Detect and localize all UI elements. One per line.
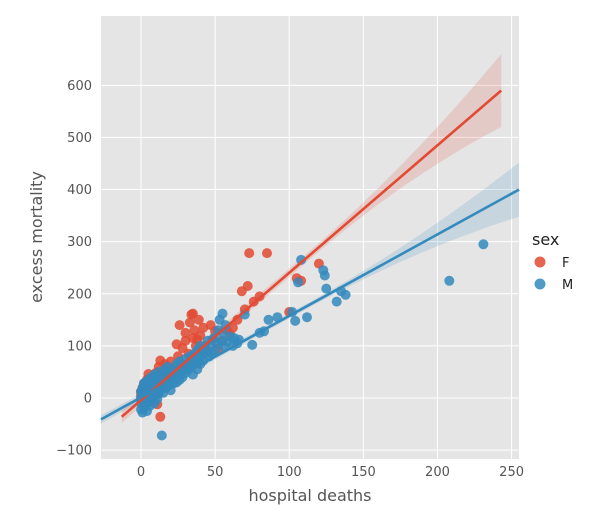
data-point-m (302, 312, 312, 323)
data-point-m (217, 308, 228, 319)
data-point-f (195, 330, 206, 341)
legend-label-f: F (562, 256, 569, 271)
legend-marker-m (534, 278, 546, 290)
data-point-f (244, 248, 255, 259)
data-point-m (331, 296, 342, 307)
y-tick-label: 300 (67, 235, 92, 250)
data-point-f (232, 314, 243, 325)
regression-lines (100, 89, 520, 421)
y-tick-label: 200 (67, 287, 92, 302)
x-tick-label: 50 (207, 465, 224, 480)
data-point-f (242, 281, 253, 291)
legend-title: sex (532, 230, 559, 249)
y-tick-label: 600 (67, 79, 92, 94)
data-point-m (290, 315, 301, 326)
regression-line-f (120, 89, 503, 418)
y-tick-label: 0 (84, 392, 92, 407)
data-point-f (193, 314, 204, 325)
data-point-f (187, 308, 198, 319)
data-point-m (478, 239, 489, 250)
data-point-m (220, 320, 231, 331)
data-point-m (340, 289, 351, 300)
data-point-m (319, 270, 330, 281)
y-axis-title: excess mortality (27, 171, 46, 303)
data-point-f (174, 320, 185, 331)
data-point-m (263, 314, 274, 325)
data-point-m (217, 327, 228, 338)
x-tick-label: 200 (425, 465, 450, 480)
data-point-m (296, 254, 307, 265)
data-point-m (444, 275, 455, 286)
y-tick-label: 100 (67, 339, 92, 354)
data-point-m (156, 430, 167, 441)
tick-labels: 0 50 100 150 200 250 −100 0 100 200 300 400 500 600 (56, 79, 524, 480)
x-tick-label: 250 (499, 465, 524, 480)
x-tick-label: 100 (277, 465, 302, 480)
data-point-m (293, 277, 304, 288)
y-tick-label: 500 (67, 131, 92, 146)
x-tick-label: 0 (137, 465, 145, 480)
y-tick-label: 400 (67, 183, 92, 198)
data-point-f (180, 327, 191, 338)
data-point-m (247, 339, 258, 350)
legend: sex F M (532, 230, 573, 293)
data-point-m (321, 283, 332, 294)
regression-line-m (100, 188, 520, 421)
grid-lines (101, 16, 519, 459)
y-tick-label: −100 (56, 444, 92, 459)
data-point-f (184, 317, 195, 328)
data-point-f (155, 411, 166, 422)
legend-label-m: M (562, 278, 573, 293)
x-tick-label: 150 (351, 465, 376, 480)
x-axis-title: hospital deaths (248, 486, 371, 505)
data-point-f (262, 248, 272, 259)
legend-marker-f (534, 256, 546, 268)
